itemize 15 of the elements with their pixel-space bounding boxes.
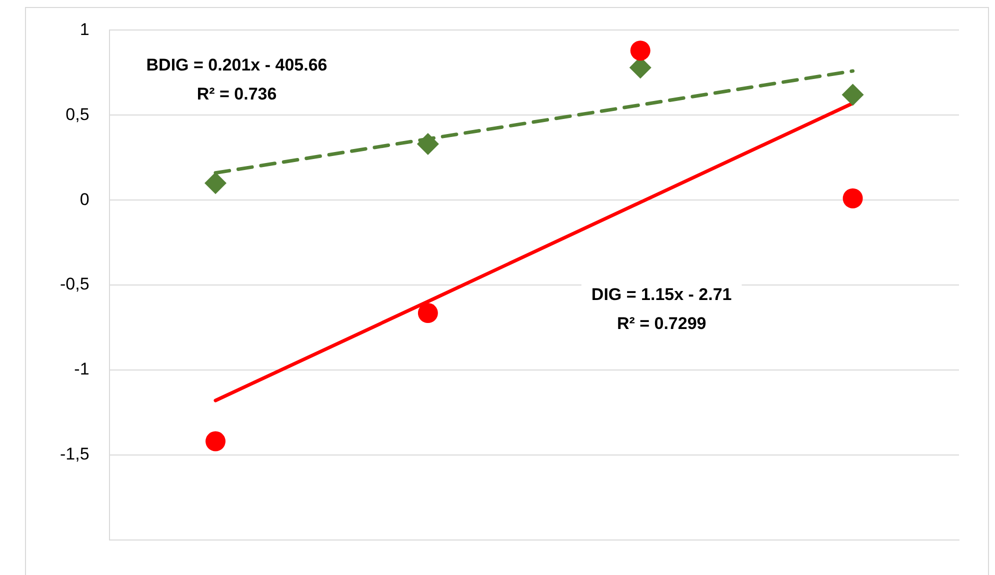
point	[416, 133, 439, 156]
point	[630, 40, 650, 61]
point	[206, 431, 226, 452]
annotation: BDIG = 0.201x - 405.66 R² = 0.736	[146, 56, 328, 104]
point	[842, 84, 864, 106]
y-tick-label: -0,5	[60, 274, 90, 294]
point	[204, 172, 227, 194]
y-tick-label: -1,5	[60, 444, 90, 464]
y-tick-label: 0,5	[66, 104, 90, 124]
y-tick-label: 1	[80, 20, 90, 39]
annotation: DIG = 1.15x - 2.71 R² = 0.7299	[591, 284, 732, 333]
point	[842, 188, 863, 208]
y-tick-label: -1	[74, 360, 90, 379]
point	[418, 303, 438, 324]
y-tick-label: 0	[80, 190, 90, 209]
